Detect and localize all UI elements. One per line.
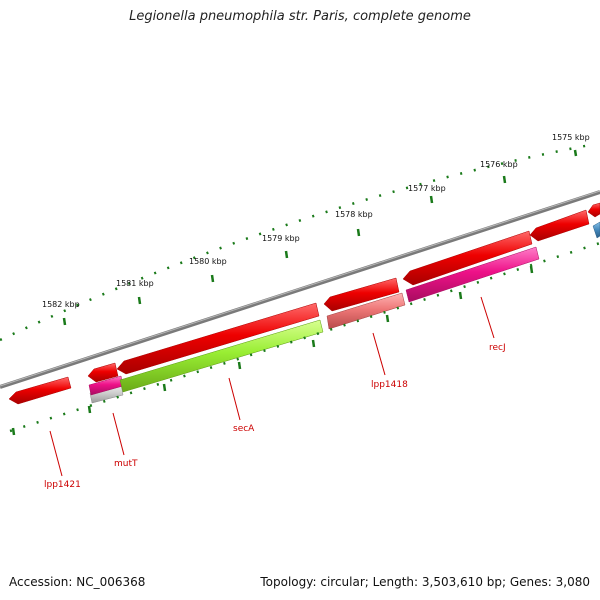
gene-labels: lpp1421 mutT secA lpp1418 recJ (44, 343, 506, 490)
tick-label-1577: 1577 kbp (408, 184, 446, 193)
tick-label-1580: 1580 kbp (189, 257, 227, 266)
gene-label-secA[interactable]: secA (233, 424, 255, 434)
label-leaders (49, 296, 495, 477)
map-title: Legionella pneumophila str. Paris, compl… (129, 9, 471, 24)
gene-arrow-outer-6[interactable] (529, 209, 590, 242)
gene-bar-lpp1418[interactable] (326, 292, 406, 330)
gene-bar-secA[interactable] (119, 319, 324, 393)
gene-label-lpp1421[interactable]: lpp1421 (44, 480, 81, 490)
gene-arrow-outer-4[interactable] (323, 277, 400, 312)
inner-major-ticks (11, 265, 534, 436)
gene-arrow-outer-3[interactable] (116, 302, 320, 375)
tick-label-1578: 1578 kbp (335, 210, 373, 219)
outer-gene-track (8, 202, 600, 405)
gene-label-mutT[interactable]: mutT (114, 459, 138, 469)
tick-label-1581: 1581 kbp (116, 279, 154, 288)
gene-arrow-lpp1421[interactable] (8, 376, 72, 405)
gene-arrow-mutT[interactable] (87, 362, 119, 383)
genome-backbone (0, 190, 600, 389)
gene-arrow-outer-7[interactable] (587, 202, 600, 218)
inner-gene-track (88, 221, 600, 404)
gene-label-lpp1418[interactable]: lpp1418 (371, 380, 408, 390)
tick-label-1575: 1575 kbp (552, 133, 590, 142)
gene-arrow-outer-5[interactable] (402, 230, 533, 286)
tick-label-1576: 1576 kbp (480, 160, 518, 169)
tick-labels: 1575 kbp 1576 kbp 1577 kbp 1578 kbp 1579… (42, 133, 590, 309)
inner-tick-ruler (9, 241, 600, 433)
tick-label-1582: 1582 kbp (42, 300, 80, 309)
genome-summary: Topology: circular; Length: 3,503,610 bp… (260, 575, 590, 589)
gene-label-recJ[interactable]: recJ (489, 343, 506, 353)
accession-text: Accession: NC_006368 (9, 575, 146, 589)
outer-major-ticks (62, 149, 578, 326)
gene-bar-recJ[interactable] (405, 246, 540, 303)
tick-label-1579: 1579 kbp (262, 234, 300, 243)
feature-blue[interactable] (592, 221, 600, 239)
